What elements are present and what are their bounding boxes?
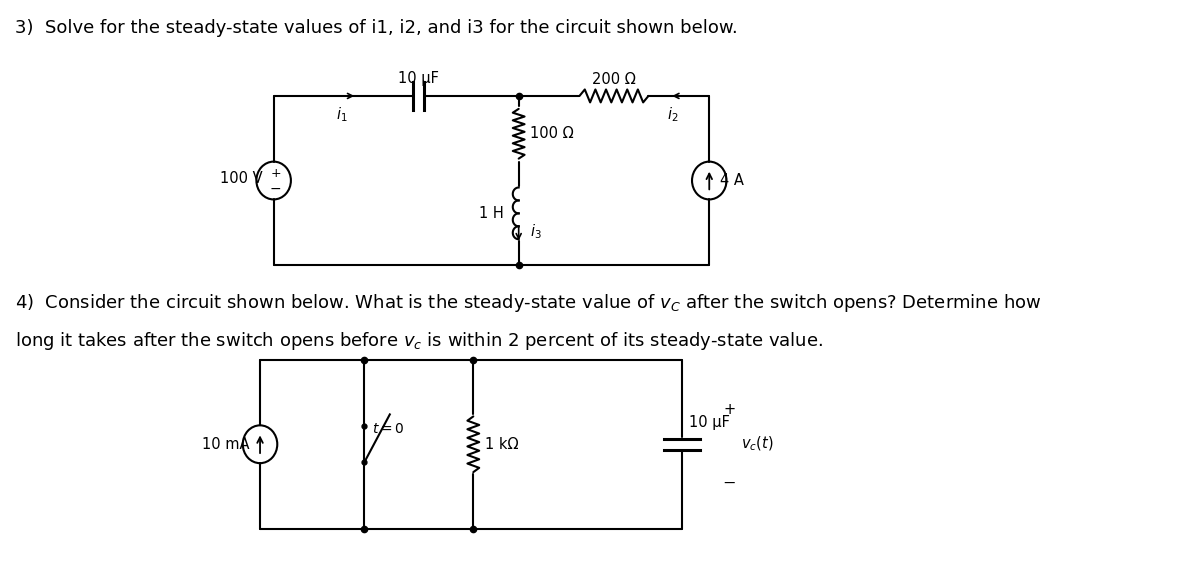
Text: 3)  Solve for the steady-state values of i1, i2, and i3 for the circuit shown be: 3) Solve for the steady-state values of …: [16, 19, 738, 37]
Text: 10 μF: 10 μF: [689, 415, 730, 430]
Text: $v_c(t)$: $v_c(t)$: [742, 435, 774, 454]
Text: 100 Ω: 100 Ω: [530, 126, 574, 142]
Text: $i_3$: $i_3$: [529, 222, 541, 241]
Text: +: +: [270, 167, 281, 180]
Text: long it takes after the switch opens before $v_c$ is within 2 percent of its ste: long it takes after the switch opens bef…: [16, 330, 823, 352]
Text: 4)  Consider the circuit shown below. What is the steady-state value of $v_C$ af: 4) Consider the circuit shown below. Wha…: [16, 292, 1042, 314]
Text: 10 μF: 10 μF: [398, 71, 439, 86]
Text: $-$: $-$: [269, 180, 282, 194]
Text: $t = 0$: $t = 0$: [372, 422, 404, 436]
Text: 10 mA: 10 mA: [202, 437, 250, 452]
Text: 100 V: 100 V: [220, 171, 263, 186]
Text: 1 kΩ: 1 kΩ: [485, 437, 518, 452]
Text: 4 A: 4 A: [720, 173, 744, 188]
Text: $-$: $-$: [722, 474, 736, 490]
Text: +: +: [724, 402, 736, 417]
Text: $i_2$: $i_2$: [667, 105, 679, 124]
Text: 200 Ω: 200 Ω: [592, 72, 636, 87]
Text: $i_1$: $i_1$: [336, 105, 348, 124]
Text: 1 H: 1 H: [480, 206, 504, 221]
